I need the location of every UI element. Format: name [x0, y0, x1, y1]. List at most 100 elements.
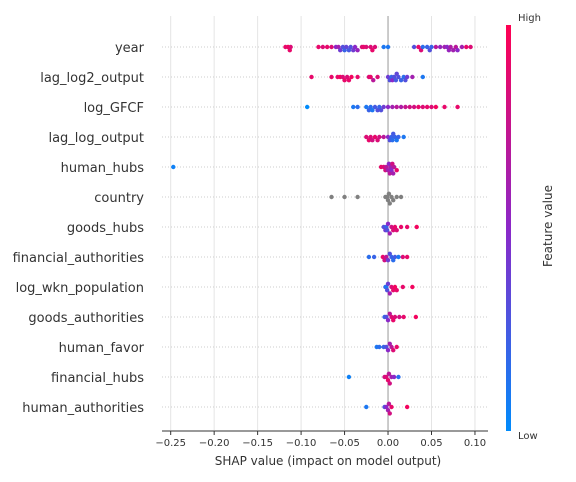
shap-point	[394, 168, 399, 173]
shap-point	[468, 44, 473, 50]
feature-labels: year lag_log2_output log_GFCF lag_log_outpu…	[13, 41, 145, 416]
shap-point	[387, 291, 392, 296]
shap-point	[394, 104, 399, 110]
shap-point	[370, 138, 375, 143]
shap-point	[385, 318, 391, 323]
shap-point	[398, 224, 404, 230]
shap-point	[429, 44, 434, 50]
shap-point	[381, 104, 386, 110]
shap-point	[338, 48, 343, 53]
shap-point	[371, 254, 377, 260]
x-tick-label: −0.10	[286, 438, 317, 449]
shap-point	[386, 401, 392, 406]
shap-point	[397, 314, 402, 320]
shap-point	[346, 78, 352, 83]
shap-point	[424, 44, 430, 50]
shap-point	[316, 44, 321, 50]
shap-point	[410, 284, 415, 290]
shap-point	[342, 78, 347, 83]
shap-point	[364, 104, 369, 110]
shap-point	[433, 44, 439, 50]
shap-point	[404, 224, 410, 230]
shap-point	[420, 104, 425, 110]
shap-point	[355, 74, 360, 80]
shap-point	[401, 314, 406, 320]
shap-point	[394, 288, 399, 293]
shap-point	[377, 344, 382, 350]
shap-point	[309, 74, 314, 80]
shap-point	[392, 314, 398, 320]
shap-point	[387, 231, 392, 236]
shap-point	[387, 381, 392, 386]
x-tick-label: −0.20	[199, 438, 230, 449]
shap-point	[393, 78, 399, 83]
shap-point	[381, 134, 386, 140]
shap-point	[344, 44, 349, 50]
colorbar-low-label: Low	[518, 431, 538, 442]
shap-point	[437, 44, 443, 50]
shap-point	[433, 104, 439, 110]
shap-point	[400, 254, 406, 260]
shap-point	[403, 104, 408, 110]
feature-label: lag_log2_output	[40, 71, 144, 86]
shap-point	[372, 44, 378, 50]
points-layer	[171, 44, 473, 416]
shap-point	[386, 371, 392, 376]
shap-point	[385, 348, 391, 353]
shap-point	[398, 78, 404, 83]
shap-point	[348, 44, 353, 50]
shap-point	[391, 198, 396, 203]
shap-point	[372, 104, 378, 110]
shap-point	[394, 228, 399, 233]
shap-point	[391, 171, 396, 176]
x-tick-label: −0.25	[155, 438, 186, 449]
feature-label: goods_authorities	[28, 311, 144, 326]
shap-point	[407, 104, 412, 110]
shap-point	[355, 104, 360, 110]
shap-point	[391, 164, 397, 170]
shap-point	[411, 104, 417, 110]
shap-point	[355, 194, 360, 200]
x-tick-label: 0.05	[420, 438, 442, 449]
shap-point	[375, 74, 380, 80]
shap-point	[429, 104, 434, 110]
shap-point	[442, 104, 447, 110]
shap-point	[410, 74, 415, 80]
shap-point	[404, 74, 410, 80]
x-tick-label: −0.05	[329, 438, 360, 449]
shap-point	[349, 74, 354, 80]
shap-point	[384, 228, 390, 233]
shap-point	[384, 288, 390, 293]
feature-label: human_favor	[59, 341, 145, 356]
shap-point	[413, 314, 419, 320]
shap-point	[464, 44, 469, 50]
shap-point	[404, 404, 410, 410]
shap-point	[396, 134, 401, 140]
shap-point	[288, 44, 293, 50]
shap-point	[385, 104, 391, 110]
shap-point	[455, 48, 460, 53]
shap-point	[386, 191, 392, 196]
shap-point	[381, 44, 386, 50]
shap-point	[352, 44, 358, 50]
shap-point	[420, 74, 425, 80]
shap-point	[364, 134, 369, 140]
x-ticks: −0.25 −0.20 −0.15 −0.10 −0.05 0.00 0.05 0.10	[155, 431, 486, 449]
shap-point	[372, 134, 378, 140]
shap-point	[364, 404, 369, 410]
shap-point	[459, 44, 465, 50]
shap-point	[342, 194, 347, 200]
feature-label: human_authorities	[22, 401, 144, 416]
shap-point	[400, 284, 406, 290]
colorbar-high-label: High	[518, 13, 541, 24]
shap-point	[398, 104, 404, 110]
shap-point	[396, 74, 401, 80]
shap-point	[283, 44, 288, 50]
shap-point	[387, 201, 392, 206]
shap-point	[396, 254, 401, 260]
feature-label: goods_hubs	[67, 221, 144, 236]
shap-point	[329, 74, 334, 80]
shap-point	[324, 44, 330, 50]
colorbar: High Low Feature value	[506, 13, 555, 442]
